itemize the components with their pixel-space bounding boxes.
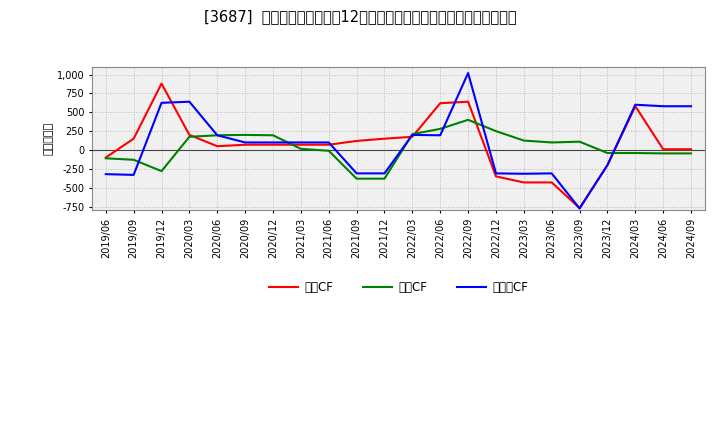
Line: 営業CF: 営業CF (106, 84, 691, 208)
Y-axis label: （百万円）: （百万円） (44, 122, 54, 155)
投資CF (492, 128, 500, 134)
フリーCF (659, 103, 667, 109)
投資CF (575, 139, 584, 144)
Line: フリーCF: フリーCF (106, 73, 691, 209)
投資CF (240, 132, 249, 138)
営業CF (408, 134, 417, 139)
Line: 投資CF: 投資CF (106, 120, 691, 179)
営業CF (520, 180, 528, 185)
フリーCF (325, 140, 333, 145)
フリーCF (547, 171, 556, 176)
フリーCF (297, 140, 305, 145)
営業CF (130, 136, 138, 141)
フリーCF (575, 206, 584, 211)
Text: [3687]  キャッシュフローの12か月移動合計の対前年同期増減額の推移: [3687] キャッシュフローの12か月移動合計の対前年同期増減額の推移 (204, 9, 516, 24)
投資CF (547, 140, 556, 145)
営業CF (687, 147, 696, 152)
フリーCF (687, 103, 696, 109)
営業CF (575, 205, 584, 211)
投資CF (130, 157, 138, 162)
営業CF (352, 138, 361, 143)
投資CF (213, 132, 222, 138)
フリーCF (157, 100, 166, 106)
フリーCF (436, 132, 444, 138)
営業CF (240, 142, 249, 147)
投資CF (157, 169, 166, 174)
Legend: 営業CF, 投資CF, フリーCF: 営業CF, 投資CF, フリーCF (264, 276, 533, 299)
フリーCF (213, 132, 222, 138)
フリーCF (380, 171, 389, 176)
営業CF (436, 101, 444, 106)
営業CF (492, 174, 500, 179)
営業CF (269, 142, 277, 147)
フリーCF (408, 132, 417, 138)
投資CF (352, 176, 361, 181)
投資CF (603, 150, 612, 156)
フリーCF (603, 162, 612, 168)
営業CF (325, 142, 333, 147)
投資CF (380, 176, 389, 181)
営業CF (464, 99, 472, 104)
投資CF (659, 151, 667, 156)
フリーCF (464, 70, 472, 76)
営業CF (380, 136, 389, 141)
投資CF (464, 117, 472, 122)
営業CF (297, 142, 305, 147)
営業CF (213, 143, 222, 149)
投資CF (436, 126, 444, 132)
フリーCF (130, 172, 138, 177)
フリーCF (102, 172, 110, 177)
営業CF (631, 103, 639, 109)
営業CF (603, 162, 612, 168)
フリーCF (185, 99, 194, 104)
営業CF (185, 132, 194, 138)
営業CF (547, 180, 556, 185)
営業CF (659, 147, 667, 152)
投資CF (269, 132, 277, 138)
フリーCF (352, 171, 361, 176)
フリーCF (269, 140, 277, 145)
フリーCF (492, 171, 500, 176)
投資CF (631, 150, 639, 156)
営業CF (102, 155, 110, 160)
投資CF (102, 156, 110, 161)
フリーCF (240, 140, 249, 145)
営業CF (157, 81, 166, 86)
投資CF (297, 146, 305, 151)
投資CF (687, 151, 696, 156)
フリーCF (631, 102, 639, 107)
投資CF (520, 138, 528, 143)
フリーCF (520, 171, 528, 176)
投資CF (408, 132, 417, 137)
投資CF (185, 134, 194, 139)
投資CF (325, 148, 333, 154)
